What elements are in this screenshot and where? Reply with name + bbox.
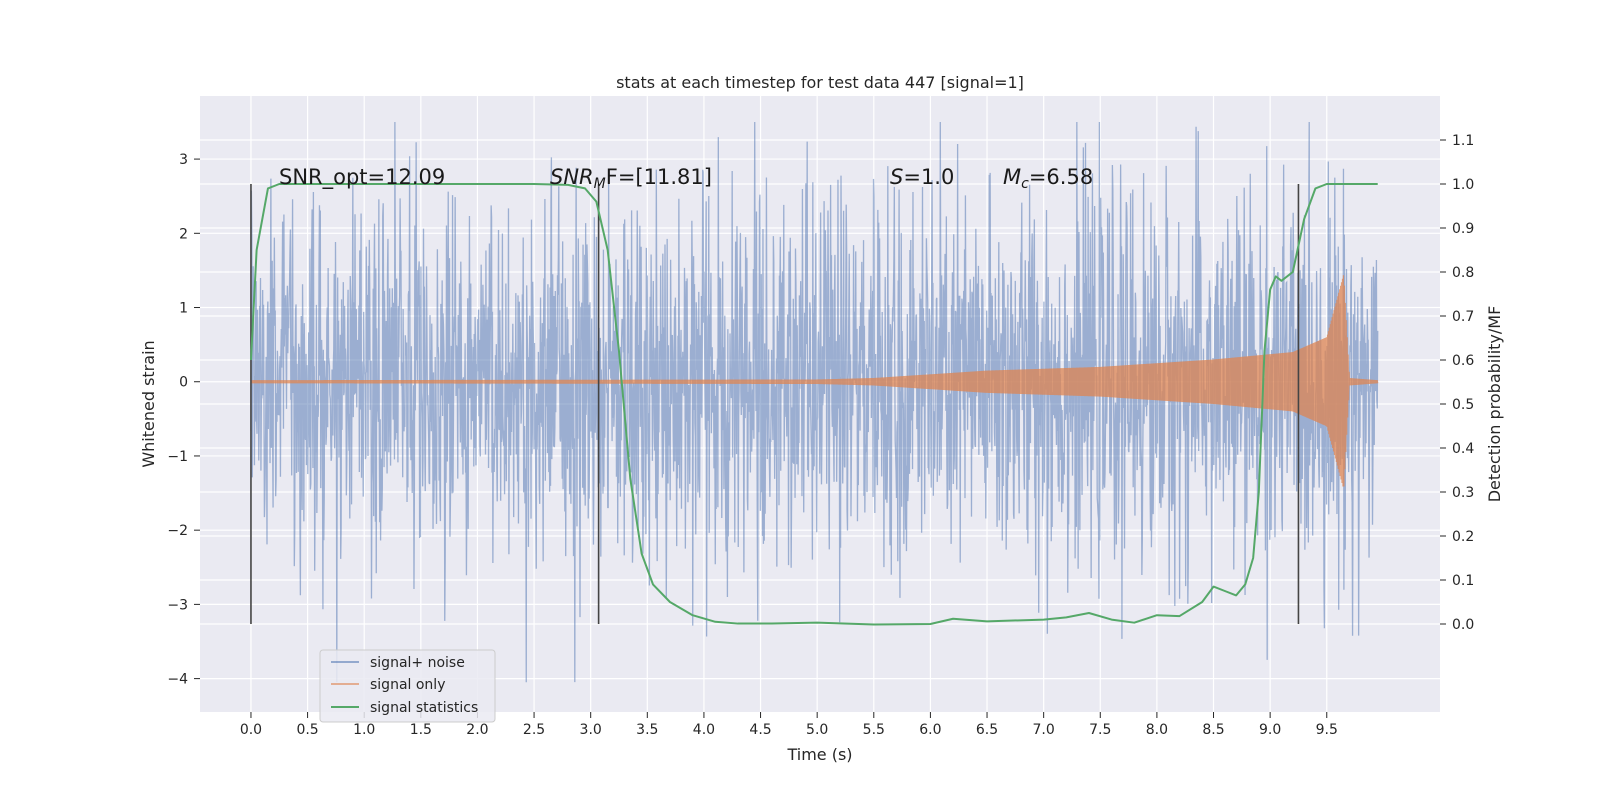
y-right-tick-label: 0.2 xyxy=(1452,529,1474,545)
y-right-axis-ticks: 1.1 1.0 0.9 0.8 0.7 0.6 0.5 0.4 0.3 0.2 0.1 0.0 xyxy=(1440,133,1474,633)
y-left-tick-label: −4 xyxy=(167,672,188,688)
x-axis-ticks: 0.0 0.5 1.0 1.5 2.0 2.5 3.0 3.5 4.0 4.5 5.0 5.5 6.0 6… xyxy=(240,712,1338,738)
y-right-tick-label: 0.0 xyxy=(1452,617,1474,633)
x-tick-label: 9.0 xyxy=(1259,722,1281,738)
x-tick-label: 3.0 xyxy=(580,722,602,738)
y-right-tick-label: 0.1 xyxy=(1452,573,1474,589)
y-right-tick-label: 0.9 xyxy=(1452,221,1474,237)
y-left-tick-label: −3 xyxy=(167,597,188,613)
line-signal-statistics xyxy=(249,183,1378,626)
y-left-axis-label: Whitened strain xyxy=(139,340,158,467)
x-tick-label: 2.5 xyxy=(523,722,545,738)
x-tick-label: 1.5 xyxy=(410,722,432,738)
x-tick-label: 1.0 xyxy=(353,722,375,738)
y-right-tick-label: 0.5 xyxy=(1452,397,1474,413)
y-left-tick-label: −2 xyxy=(167,523,188,539)
x-tick-label: 6.0 xyxy=(919,722,941,738)
chart-title: stats at each timestep for test data 447… xyxy=(616,73,1024,92)
series-signal-only xyxy=(250,275,1379,487)
legend-label-signal-only: signal only xyxy=(370,677,445,693)
x-tick-label: 0.5 xyxy=(296,722,318,738)
x-tick-label: 9.5 xyxy=(1316,722,1338,738)
vertical-markers xyxy=(250,184,1300,624)
annotation-snr-mf: SNRMF=[11.81] xyxy=(550,165,712,192)
y-right-tick-label: 1.0 xyxy=(1452,177,1474,193)
y-left-tick-label: 3 xyxy=(179,152,188,168)
line-signal-only xyxy=(250,275,1379,487)
x-tick-label: 8.0 xyxy=(1146,722,1168,738)
x-tick-label: 2.0 xyxy=(466,722,488,738)
legend: signal+ noise signal only signal statist… xyxy=(319,649,496,723)
y-right-tick-label: 1.1 xyxy=(1452,133,1474,149)
x-axis-label: Time (s) xyxy=(786,745,852,764)
x-tick-label: 8.5 xyxy=(1202,722,1224,738)
x-tick-label: 3.5 xyxy=(636,722,658,738)
x-tick-label: 7.5 xyxy=(1089,722,1111,738)
y-left-tick-label: 1 xyxy=(179,301,188,317)
annotations: SNR_opt=12.09 SNRMF=[11.81] S=1.0 Mc=6.5… xyxy=(279,165,1093,192)
y-right-tick-label: 0.4 xyxy=(1452,441,1474,457)
x-tick-label: 0.0 xyxy=(240,722,262,738)
y-left-tick-label: −1 xyxy=(167,449,188,465)
y-right-axis-label: Detection probability/MF xyxy=(1485,306,1504,503)
x-tick-label: 5.0 xyxy=(806,722,828,738)
y-right-tick-label: 0.3 xyxy=(1452,485,1474,501)
series-signal-statistics xyxy=(249,183,1378,626)
annotation-mc: Mc=6.58 xyxy=(1003,165,1093,192)
x-tick-label: 6.5 xyxy=(976,722,998,738)
x-tick-label: 7.0 xyxy=(1033,722,1055,738)
annotation-s: S=1.0 xyxy=(890,165,954,189)
x-tick-label: 4.5 xyxy=(749,722,771,738)
legend-label-signal-noise: signal+ noise xyxy=(370,655,465,671)
legend-label-signal-statistics: signal statistics xyxy=(370,700,478,716)
legend-box xyxy=(319,649,496,723)
y-right-tick-label: 0.7 xyxy=(1452,309,1474,325)
y-right-tick-label: 0.6 xyxy=(1452,353,1474,369)
annotation-snr-opt: SNR_opt=12.09 xyxy=(279,165,445,190)
y-right-tick-label: 0.8 xyxy=(1452,265,1474,281)
y-left-tick-label: 2 xyxy=(179,226,188,242)
y-left-axis-ticks: 3 2 1 0 −1 −2 −3 −4 xyxy=(167,152,200,688)
x-tick-label: 5.5 xyxy=(863,722,885,738)
x-tick-label: 4.0 xyxy=(693,722,715,738)
y-left-tick-label: 0 xyxy=(179,375,188,391)
